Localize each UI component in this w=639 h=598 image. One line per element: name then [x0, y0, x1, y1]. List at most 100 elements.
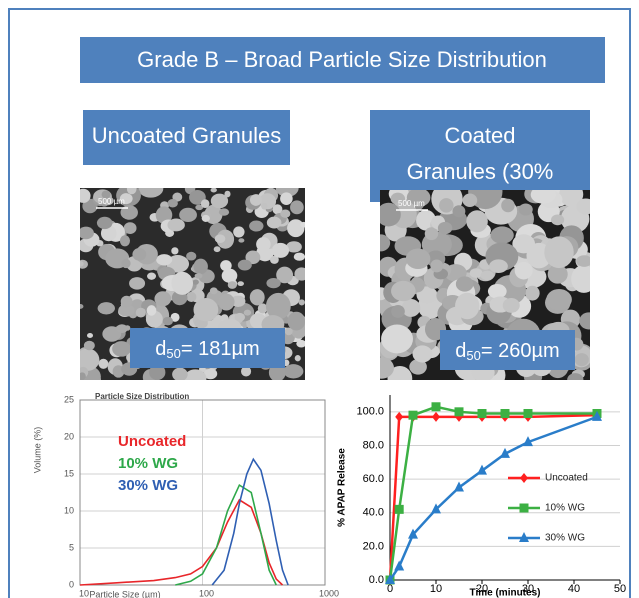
particle — [455, 276, 474, 292]
particle — [571, 264, 590, 293]
particle — [224, 190, 231, 198]
particle — [221, 268, 238, 283]
particle — [184, 369, 207, 380]
particle — [300, 221, 305, 228]
particle — [80, 348, 100, 371]
legend-label: 30% WG — [118, 477, 178, 494]
particle — [193, 258, 208, 275]
y-tick-label: 0 — [69, 579, 74, 589]
particle — [213, 246, 221, 253]
y-axis-label: Volume (%) — [32, 427, 42, 474]
particle — [138, 188, 164, 198]
x-tick-label: 10 — [430, 583, 442, 595]
particle — [120, 205, 138, 220]
particle — [210, 193, 229, 209]
particle — [430, 259, 444, 273]
d50-box — [130, 328, 285, 368]
particle — [567, 373, 584, 380]
particle — [265, 292, 291, 320]
series-line — [79, 498, 284, 586]
y-tick-label: 15 — [64, 468, 74, 478]
legend-label: Uncoated — [118, 433, 186, 450]
marker — [432, 411, 440, 422]
marker — [500, 409, 510, 418]
marker — [592, 410, 602, 421]
particle — [298, 299, 305, 306]
y-tick-label: 5 — [69, 542, 74, 552]
particle — [272, 204, 283, 215]
y-axis-label: % APAP Release — [337, 448, 348, 527]
particle — [424, 227, 439, 241]
particle — [147, 272, 157, 280]
particle — [102, 326, 122, 342]
marker — [454, 407, 464, 417]
d50-box — [440, 330, 575, 370]
marker — [394, 504, 404, 514]
x-tick-label: 0 — [387, 583, 393, 595]
series-line — [388, 413, 598, 581]
particle — [189, 189, 206, 205]
x-tick-label: 40 — [568, 583, 580, 595]
particle — [489, 259, 508, 274]
particle — [119, 193, 133, 205]
heading-wrap: Uncoated Granules — [92, 123, 282, 148]
particle — [96, 216, 113, 230]
particle — [120, 295, 133, 308]
particle — [132, 247, 147, 261]
particle — [126, 188, 137, 195]
d50-value: = 181µm — [181, 338, 260, 360]
particle — [574, 353, 589, 367]
particle — [171, 247, 179, 255]
particle — [237, 259, 252, 271]
chart-title: Particle Size Distribution — [95, 392, 189, 401]
particle — [167, 199, 178, 208]
particle — [296, 339, 305, 348]
particle — [409, 359, 427, 375]
particle — [551, 214, 565, 226]
particle — [283, 364, 304, 379]
particle — [154, 291, 172, 307]
particle — [210, 188, 217, 193]
frame — [8, 8, 631, 598]
x-axis-label: Particle Size (µm) — [89, 589, 160, 598]
particle — [391, 304, 405, 318]
particle — [129, 277, 146, 290]
particle — [284, 327, 293, 336]
particle — [194, 273, 203, 279]
marker — [477, 409, 487, 418]
marker — [431, 503, 441, 514]
particle — [261, 202, 268, 210]
marker — [431, 402, 441, 412]
particle — [401, 298, 421, 317]
particle — [80, 303, 84, 309]
marker — [408, 528, 418, 539]
particle — [490, 226, 514, 244]
particles — [80, 188, 305, 380]
particle — [83, 340, 95, 351]
particle — [381, 324, 413, 354]
x-tick-label: 10 — [79, 588, 89, 598]
particle — [293, 252, 305, 261]
particle — [98, 358, 109, 369]
heading-box — [370, 110, 590, 202]
marker — [520, 473, 528, 483]
marker — [477, 464, 487, 475]
y-tick-label: 20 — [64, 431, 74, 441]
particle — [86, 332, 94, 338]
particle — [439, 198, 454, 213]
particle — [266, 277, 281, 289]
particle — [544, 236, 574, 269]
particle — [280, 192, 293, 205]
particle — [480, 270, 494, 281]
particle — [116, 324, 128, 333]
particle — [218, 208, 230, 216]
particle — [412, 345, 433, 363]
title: Grade B – Broad Particle Size Distributi… — [137, 47, 547, 72]
particle — [249, 220, 264, 232]
particle — [230, 295, 246, 307]
particle — [280, 209, 291, 218]
particle — [546, 289, 572, 311]
x-tick-label: 20 — [476, 583, 488, 595]
particle — [468, 190, 503, 210]
